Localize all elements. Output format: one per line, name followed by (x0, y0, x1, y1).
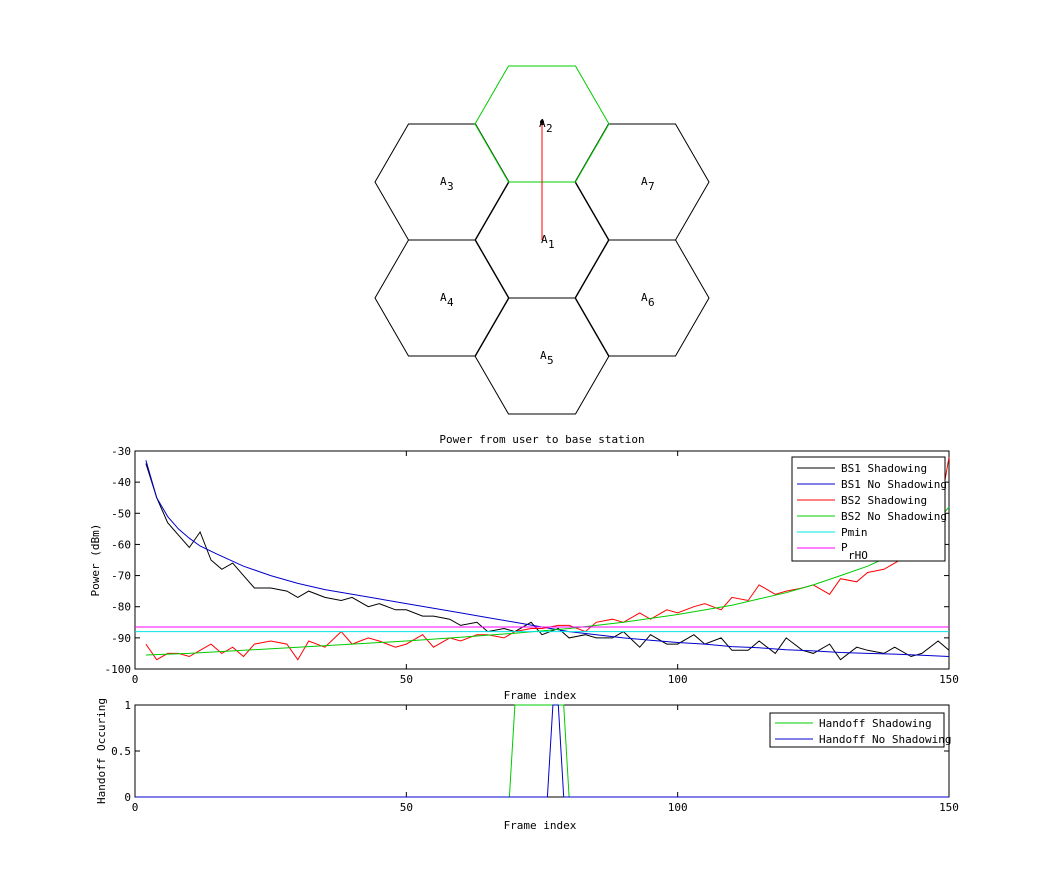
hex-cell-2 (474, 65, 610, 183)
hex-label-sub-2: 2 (546, 122, 553, 135)
hex-label-sub-3: 3 (447, 180, 454, 193)
power-ytick-label: -90 (111, 632, 131, 645)
power-xtick-label: 150 (939, 673, 959, 686)
power-axis-ticks: 0 50 100 150 -100 -90 -80 -70 -60 -50 -40 -30 (105, 445, 959, 686)
user-position-marker (540, 120, 544, 124)
legend-label-bs2-no-shadowing: BS2 No Shadowing (841, 510, 947, 523)
power-ytick-label: -50 (111, 507, 131, 520)
handoff-series-handoff-shadowing (135, 704, 949, 798)
legend-label-pmin: Pmin (841, 526, 868, 539)
hex-label-sub-4: 4 (447, 296, 454, 309)
legend-label-bs1-no-shadowing: BS1 No Shadowing (841, 478, 947, 491)
handoff-series (135, 704, 949, 798)
legend-label-bs2-shadowing: BS2 Shadowing (841, 494, 927, 507)
hex-label-sub-1: 1 (548, 238, 555, 251)
hex-label-1: A (541, 233, 548, 246)
legend-label-prho-sub: rHO (848, 549, 868, 562)
handoff-xtick-label: 50 (400, 801, 413, 814)
hex-label-2: A (539, 117, 546, 130)
power-series-bs1-no-shadowing (145, 460, 950, 657)
handoff-ytick-label: 0 (124, 791, 131, 804)
legend-label-prho: P (841, 541, 848, 554)
hex-label-7: A (641, 175, 648, 188)
power-ytick-label: -70 (111, 570, 131, 583)
power-ytick-label: -40 (111, 476, 131, 489)
power-ytick-label: -30 (111, 445, 131, 458)
handoff-xlabel: Frame index (504, 819, 577, 832)
handoff-xtick-label: 0 (132, 801, 139, 814)
power-xtick-label: 100 (668, 673, 688, 686)
hex-cell-map: A 1A 2A 3A 4A 5A 6A 7 (374, 65, 710, 415)
power-legend: BS1 Shadowing BS1 No Shadowing BS2 Shado… (791, 456, 947, 562)
hex-label-sub-5: 5 (547, 354, 554, 367)
hex-label-sub-7: 7 (648, 180, 655, 193)
power-chart-title: Power from user to base station (439, 433, 644, 446)
power-ytick-label: -100 (105, 663, 132, 676)
power-chart: Power from user to base station 0 50 100 15… (89, 433, 959, 702)
handoff-ytick-label: 0.5 (111, 745, 131, 758)
power-ylabel: Power (dBm) (89, 524, 102, 597)
handoff-axis-ticks: 0 50 100 150 0 0.5 1 (111, 699, 959, 814)
handoff-ytick-label: 1 (124, 699, 131, 712)
power-xlabel: Frame index (504, 689, 577, 702)
hex-label-3: A (440, 175, 447, 188)
handoff-xtick-label: 100 (668, 801, 688, 814)
handoff-ylabel: Handoff Occuring (95, 698, 108, 804)
power-ytick-label: -80 (111, 601, 131, 614)
hex-label-6: A (641, 291, 648, 304)
hex-label-sub-6: 6 (648, 296, 655, 309)
handoff-legend: Handoff Shadowing Handoff No Shadowing (769, 712, 951, 748)
handoff-xtick-label: 150 (939, 801, 959, 814)
legend-label-handoff-no-shadowing: Handoff No Shadowing (819, 733, 951, 746)
hex-label-5: A (540, 349, 547, 362)
handoff-series-handoff-no-shadowing (135, 704, 949, 798)
power-xtick-label: 50 (400, 673, 413, 686)
hex-label-4: A (440, 291, 447, 304)
legend-label-handoff-shadowing: Handoff Shadowing (819, 717, 932, 730)
power-ytick-label: -60 (111, 538, 131, 551)
power-xtick-label: 0 (132, 673, 139, 686)
handoff-chart: 0 50 100 150 0 0.5 1 Frame index Handoff Occur… (95, 698, 959, 832)
legend-label-bs1-shadowing: BS1 Shadowing (841, 462, 927, 475)
power-plot-area (134, 450, 950, 670)
